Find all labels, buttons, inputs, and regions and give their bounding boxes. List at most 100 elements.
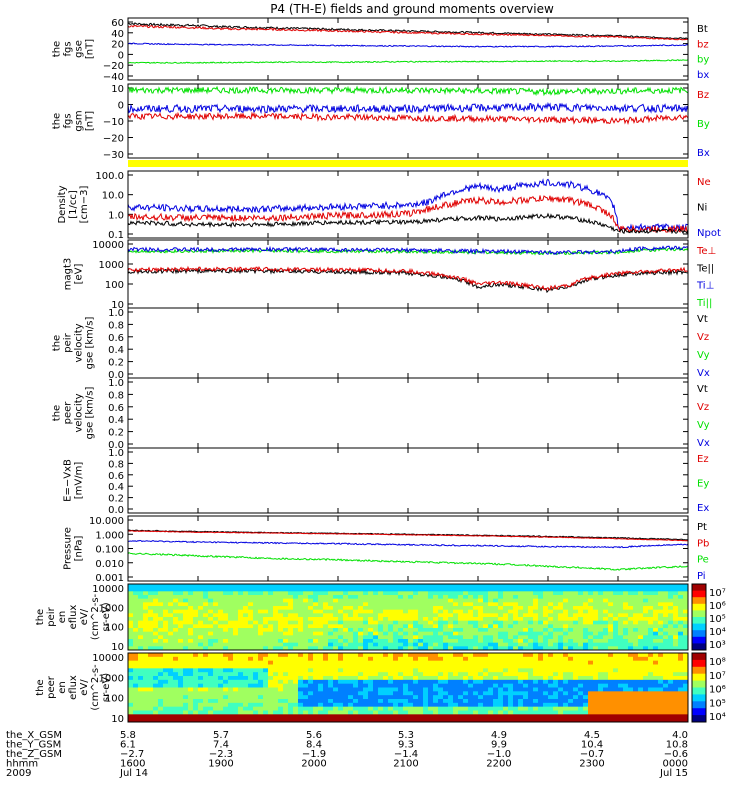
y-tick-label: 0.4 <box>108 415 124 426</box>
spectrogram-cell <box>153 602 159 607</box>
spectrogram-cell <box>243 609 249 614</box>
spectrogram-cell <box>533 628 539 633</box>
spectrogram-cell <box>468 598 474 603</box>
spectrogram-cell <box>318 602 324 607</box>
spectrogram-cell <box>183 595 189 600</box>
spectrogram-cell <box>553 718 559 723</box>
spectrogram-cell <box>523 609 529 614</box>
spectrogram-cell <box>208 595 214 600</box>
spectrogram-cell <box>318 710 324 715</box>
y-axis-label-line: magt3 <box>63 258 74 291</box>
spectrogram-cell <box>378 587 384 592</box>
spectrogram-cell <box>143 613 149 618</box>
spectrogram-cell <box>553 602 559 607</box>
spectrogram-cell <box>323 609 329 614</box>
spectrogram-cell <box>493 653 499 658</box>
y-tick-label: 100.0 <box>95 171 124 182</box>
spectrogram-cell <box>613 706 619 711</box>
spectrogram-cell <box>188 587 194 592</box>
spectrogram-cell <box>648 617 654 622</box>
spectrogram-cell <box>618 668 624 673</box>
spectrogram-cell <box>388 676 394 681</box>
spectrogram-cell <box>388 617 394 622</box>
spectrogram-cell <box>333 687 339 692</box>
spectrogram-cell <box>503 691 509 696</box>
spectrogram-cell <box>618 598 624 603</box>
spectrogram-cell <box>263 653 269 658</box>
spectrogram-cell <box>428 631 434 636</box>
spectrogram-cell <box>648 620 654 625</box>
spectrogram-cell <box>408 617 414 622</box>
series-line-By <box>127 85 689 97</box>
spectrogram-cell <box>323 602 329 607</box>
spectrogram-cell <box>513 676 519 681</box>
spectrogram-cell <box>588 606 594 611</box>
spectrogram-cell <box>498 595 504 600</box>
spectrogram-cell <box>413 714 419 719</box>
spectrogram-cell <box>238 718 244 723</box>
spectrogram-cell <box>298 587 304 592</box>
spectrogram-cell <box>398 602 404 607</box>
spectrogram-cell <box>293 624 299 629</box>
spectrogram-cell <box>283 702 289 708</box>
spectrogram-cell <box>198 695 204 700</box>
spectrogram-cell <box>618 660 624 665</box>
spectrogram-cell <box>488 587 494 592</box>
spectrogram-cell <box>533 699 539 704</box>
spectrogram-cell <box>193 676 199 681</box>
spectrogram-cell <box>453 598 459 603</box>
spectrogram-cell <box>653 706 659 711</box>
spectrogram-cell <box>588 695 594 700</box>
spectrogram-cell <box>348 653 354 658</box>
spectrogram-cell <box>678 606 684 611</box>
spectrogram-cell <box>418 613 424 618</box>
spectrogram-cell <box>498 591 504 596</box>
spectrogram-cell <box>358 714 364 719</box>
spectrogram-cell <box>363 642 369 647</box>
spectrogram-cell <box>258 624 264 629</box>
spectrogram-cell <box>483 672 489 677</box>
spectrogram-cell <box>313 672 319 677</box>
spectrogram-cell <box>528 584 534 589</box>
spectrogram-cell <box>343 706 349 711</box>
spectrogram-cell <box>673 710 679 715</box>
spectrogram-cell <box>603 631 609 636</box>
spectrogram-cell <box>248 620 254 625</box>
spectrogram-cell <box>503 714 509 719</box>
spectrogram-cell <box>608 631 614 636</box>
spectrogram-cell <box>473 691 479 696</box>
spectrogram-cell <box>483 683 489 688</box>
spectrogram-cell <box>683 646 689 651</box>
spectrogram-cell <box>363 584 369 589</box>
spectrogram-cell <box>148 598 154 603</box>
spectrogram-cell <box>208 699 214 704</box>
spectrogram-cell <box>458 606 464 611</box>
spectrogram-cell <box>528 695 534 700</box>
spectrogram-cell <box>228 595 234 600</box>
spectrogram-cell <box>458 613 464 618</box>
spectrogram-cell <box>208 664 214 669</box>
spectrogram-cell <box>633 646 639 651</box>
spectrogram-cell <box>398 628 404 633</box>
spectrogram-cell <box>643 653 649 658</box>
spectrogram-cell <box>298 710 304 715</box>
spectrogram-cell <box>588 591 594 596</box>
spectrogram-cell <box>468 609 474 614</box>
spectrogram-cell <box>133 642 139 647</box>
spectrogram-cell <box>128 699 134 704</box>
spectrogram-cell <box>298 624 304 629</box>
spectrogram-cell <box>528 664 534 669</box>
spectrogram-cell <box>653 676 659 681</box>
spectrogram-cell <box>658 668 664 673</box>
spectrogram-cell <box>338 718 344 723</box>
spectrogram-cell <box>238 664 244 669</box>
spectrogram-cell <box>583 660 589 665</box>
legend-entry: Ne <box>697 177 711 188</box>
spectrogram-cell <box>593 691 599 696</box>
spectrogram-cell <box>393 631 399 636</box>
spectrogram-cell <box>298 714 304 719</box>
spectrogram-cell <box>428 639 434 644</box>
spectrogram-cell <box>293 591 299 596</box>
spectrogram-cell <box>473 602 479 607</box>
spectrogram-cell <box>523 676 529 681</box>
